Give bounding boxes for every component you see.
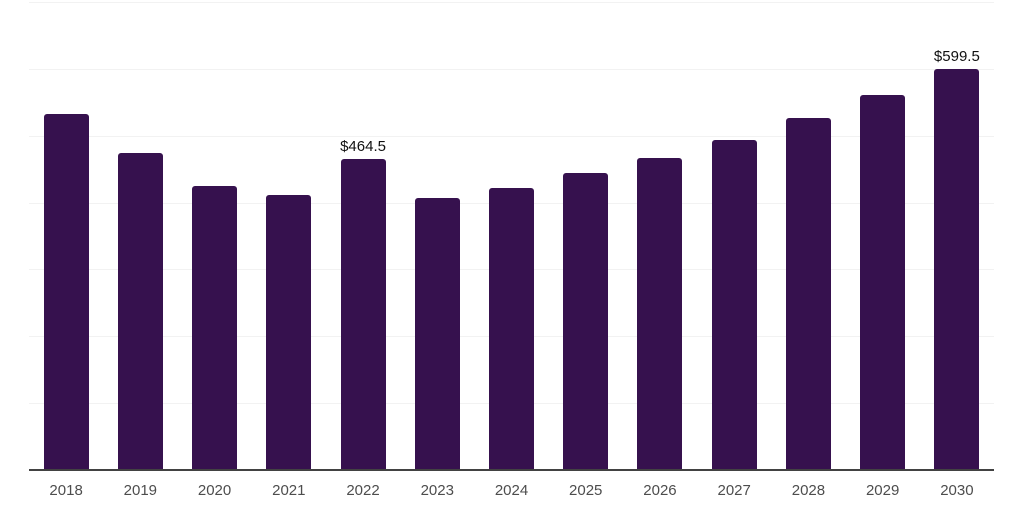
x-axis-label-2027: 2027 — [717, 482, 751, 499]
bar-2027 — [711, 139, 757, 470]
x-axis-line — [29, 469, 994, 471]
gridline-500 — [29, 135, 994, 137]
bar-2018 — [43, 113, 89, 470]
x-axis-label-2021: 2021 — [272, 482, 306, 499]
bar-2028 — [785, 118, 831, 470]
x-axis-label-2028: 2028 — [791, 482, 826, 499]
bar-2022 — [340, 159, 386, 470]
x-axis-label-2022: 2022 — [346, 482, 380, 499]
bar-2024 — [489, 187, 534, 470]
bar-2025 — [563, 173, 609, 470]
gridline-700 — [29, 2, 994, 3]
bar-2021 — [266, 194, 312, 470]
bar-2019 — [117, 153, 163, 470]
x-axis-label-2018: 2018 — [49, 482, 83, 499]
gridline-600 — [29, 68, 994, 70]
value-label-2030: $599.5 — [933, 48, 980, 66]
bar-2026 — [637, 158, 683, 470]
value-label-2022: $464.5 — [340, 138, 386, 156]
x-axis-label-2026: 2026 — [643, 482, 677, 499]
x-axis-label-2029: 2029 — [865, 482, 900, 499]
x-axis-label-2025: 2025 — [569, 482, 603, 499]
x-axis-label-2019: 2019 — [123, 482, 158, 499]
x-axis-label-2024: 2024 — [494, 482, 529, 499]
x-axis-label-2020: 2020 — [197, 482, 232, 499]
bar-2030 — [934, 69, 980, 470]
bar-2020 — [192, 185, 238, 470]
bar-2029 — [860, 95, 906, 470]
x-axis-label-2023: 2023 — [420, 482, 454, 499]
x-axis-label-2030: 2030 — [940, 482, 974, 499]
bar-2023 — [414, 197, 460, 470]
